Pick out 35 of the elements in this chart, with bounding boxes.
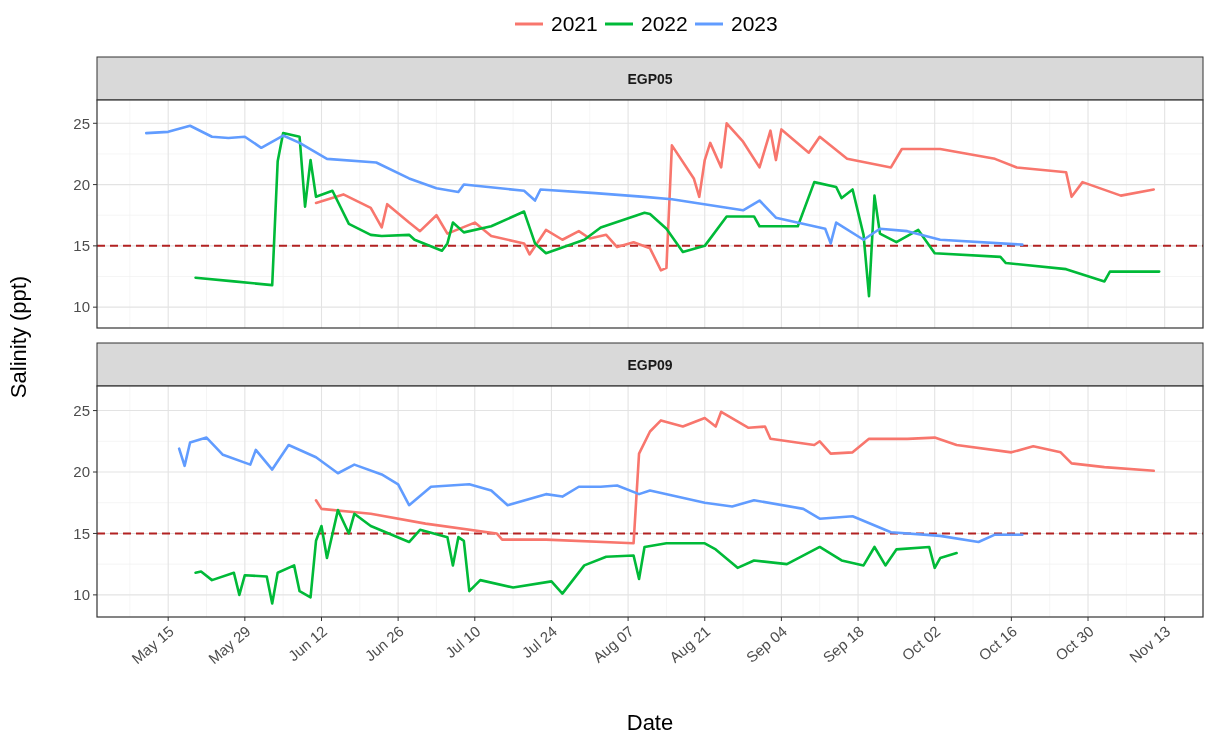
x-axis-title: Date	[626, 710, 674, 735]
x-tick-label: Sep 18	[819, 622, 867, 666]
x-tick-label: May 29	[204, 622, 254, 667]
x-tick-label: May 15	[128, 622, 177, 667]
y-tick-label: 20	[73, 463, 90, 481]
x-tick-label: Jun 26	[361, 622, 407, 665]
x-tick-label: Jul 24	[518, 622, 561, 662]
x-tick-label: Jun 12	[284, 622, 331, 665]
x-tick-label: Oct 30	[1051, 622, 1097, 664]
line-series	[144, 124, 1024, 246]
x-tick-label: Aug 07	[589, 622, 637, 666]
line-series	[194, 131, 1161, 298]
legend-label: 2022	[641, 12, 688, 36]
x-tick-label: Sep 04	[742, 622, 791, 666]
line-series	[177, 436, 1024, 544]
line-series	[194, 508, 958, 605]
x-tick-label: Oct 16	[975, 622, 1021, 664]
legend-label: 2023	[731, 12, 778, 36]
x-tick-label: Oct 02	[898, 622, 944, 664]
y-tick-label: 20	[73, 175, 90, 193]
y-tick-label: 15	[73, 524, 90, 542]
line-series	[314, 121, 1156, 272]
y-tick-label: 15	[73, 237, 90, 255]
chart-title: EGP05	[627, 70, 673, 87]
y-tick-label: 10	[73, 298, 90, 316]
x-tick-label: Nov 13	[1126, 622, 1174, 666]
legend-label: 2021	[551, 12, 598, 36]
y-tick-label: 10	[73, 586, 90, 604]
y-axis-title: Salinity (ppt)	[6, 275, 31, 399]
x-tick-label: Jul 10	[441, 622, 484, 662]
chart-title: EGP09	[627, 356, 673, 373]
y-tick-label: 25	[73, 114, 90, 132]
line-series	[314, 410, 1156, 545]
x-tick-label: Aug 21	[666, 622, 714, 666]
y-tick-label: 25	[73, 401, 90, 419]
